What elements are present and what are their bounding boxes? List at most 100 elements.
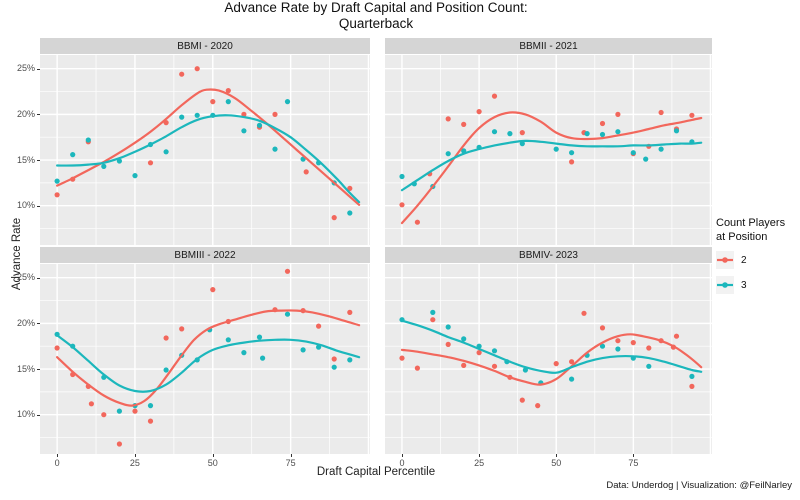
- facet-panel: [385, 264, 712, 454]
- data-point-count-2: [284, 268, 291, 274]
- data-point-count-2: [116, 441, 122, 447]
- facet-strip: BBMIV- 2023: [385, 247, 712, 263]
- data-point-count-2: [399, 355, 405, 361]
- legend-key-icon: [717, 257, 733, 263]
- legend-point: [722, 257, 728, 263]
- data-point-count-3: [347, 357, 353, 363]
- data-point-count-2: [316, 323, 322, 329]
- legend-entry: 3: [716, 276, 800, 294]
- facet-strip: BBMIII - 2022: [40, 247, 370, 263]
- data-point-count-3: [194, 112, 200, 118]
- data-point-count-3: [569, 376, 575, 382]
- x-tick-mark: [290, 454, 292, 457]
- data-point-count-2: [519, 130, 525, 136]
- data-point-count-3: [491, 129, 498, 135]
- x-tick-mark: [134, 454, 136, 457]
- data-point-count-2: [689, 112, 695, 118]
- panel-background: [385, 264, 712, 454]
- data-point-count-3: [284, 311, 291, 317]
- x-tick-label: 0: [54, 458, 60, 468]
- data-point-count-2: [88, 401, 94, 407]
- data-point-count-3: [445, 151, 451, 157]
- data-point-count-3: [673, 128, 680, 134]
- data-point-count-2: [241, 111, 247, 117]
- data-point-count-2: [445, 341, 451, 347]
- data-point-count-2: [599, 120, 606, 127]
- data-point-count-2: [689, 383, 695, 389]
- legend-key-icon: [717, 282, 733, 288]
- data-point-count-3: [630, 150, 636, 156]
- data-point-count-2: [430, 317, 436, 323]
- data-point-count-2: [646, 345, 652, 351]
- y-tick-mark: [37, 205, 40, 207]
- facet-strip: BBMI - 2020: [40, 38, 370, 54]
- smooth-line-count-2: [56, 88, 361, 206]
- data-point-count-3: [163, 149, 169, 155]
- y-tick-mark: [37, 114, 40, 116]
- smooth-line-count-2: [400, 333, 703, 386]
- data-point-count-2: [491, 93, 498, 99]
- data-point-count-2: [615, 338, 621, 344]
- data-point-count-3: [599, 131, 606, 138]
- y-tick-label: 15%: [16, 154, 35, 165]
- data-point-count-3: [284, 99, 291, 105]
- x-tick-mark: [633, 454, 635, 457]
- data-point-count-2: [414, 219, 420, 225]
- data-point-count-3: [553, 146, 559, 152]
- y-tick-label: 20%: [16, 108, 35, 119]
- data-point-count-2: [163, 335, 169, 341]
- legend-key-swatch: [716, 251, 734, 269]
- data-point-count-2: [599, 325, 606, 331]
- legend-entry-label: 3: [741, 279, 747, 291]
- chart-title: Advance Rate by Draft Capital and Positi…: [0, 0, 752, 32]
- panel-background: [385, 55, 712, 245]
- y-tick-mark: [37, 160, 40, 162]
- data-point-count-2: [147, 418, 154, 424]
- x-tick-label: 75: [285, 458, 296, 468]
- x-tick-mark: [401, 454, 403, 457]
- data-point-count-3: [179, 114, 185, 120]
- legend-point: [722, 282, 728, 288]
- data-point-count-2: [461, 362, 467, 368]
- chart-title-line2: Quarterback: [338, 16, 414, 31]
- data-point-count-3: [163, 367, 169, 373]
- y-tick-mark: [37, 323, 40, 325]
- panel-background: [40, 264, 370, 454]
- facet-strip-label: BBMI - 2020: [177, 40, 233, 52]
- data-point-count-2: [673, 333, 680, 339]
- x-tick-mark: [479, 454, 481, 457]
- data-point-count-3: [256, 334, 263, 340]
- data-point-count-2: [101, 412, 107, 418]
- data-point-count-2: [303, 169, 309, 175]
- data-point-count-3: [569, 150, 575, 156]
- facet-strip-label: BBMII - 2021: [519, 40, 578, 52]
- data-point-count-3: [101, 163, 107, 169]
- data-point-count-3: [430, 309, 436, 315]
- data-point-count-2: [399, 202, 405, 208]
- smooth-line-count-2: [56, 309, 361, 407]
- facet-panel: [385, 55, 712, 245]
- data-point-count-3: [147, 403, 154, 409]
- data-point-count-2: [535, 403, 541, 409]
- data-point-count-3: [300, 347, 306, 353]
- y-tick-label: 20%: [16, 317, 35, 328]
- facet-panel: [40, 55, 370, 245]
- data-point-count-2: [476, 109, 482, 115]
- data-point-count-3: [331, 364, 337, 370]
- legend-title-line1: Count Players: [716, 217, 786, 229]
- x-axis-title: Draft Capital Percentile: [316, 466, 436, 478]
- data-point-count-2: [225, 88, 231, 94]
- data-point-count-2: [630, 340, 636, 346]
- legend-entry: 2: [716, 251, 800, 269]
- y-tick-mark: [37, 68, 40, 70]
- y-tick-label: 10%: [16, 200, 35, 211]
- data-point-count-2: [491, 363, 498, 369]
- data-point-count-2: [179, 71, 185, 77]
- smooth-line-count-3: [400, 139, 703, 192]
- data-point-count-3: [241, 128, 247, 134]
- data-point-count-2: [179, 326, 185, 332]
- data-point-count-3: [507, 131, 513, 137]
